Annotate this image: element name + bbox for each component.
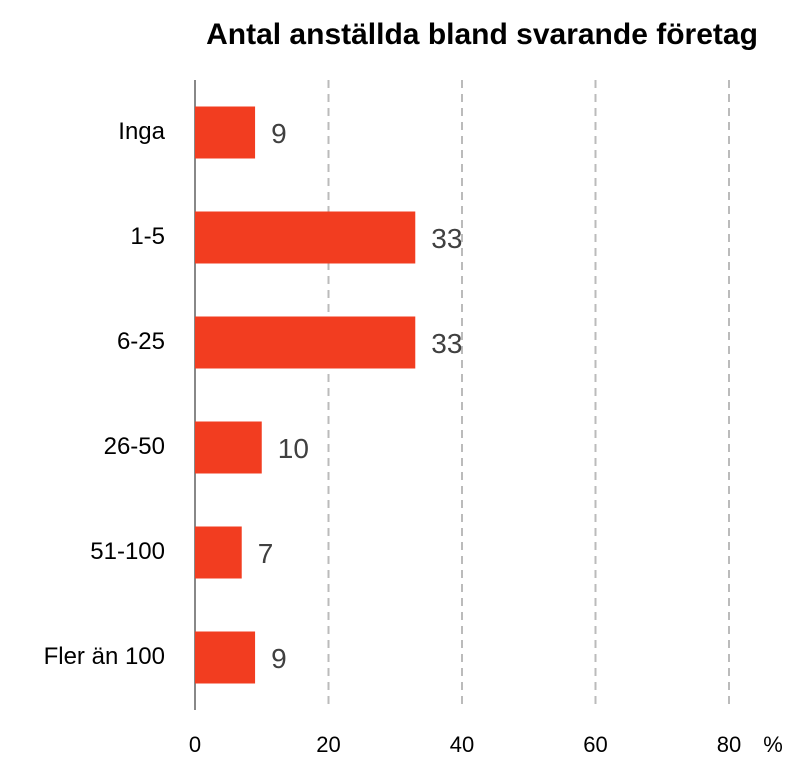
chart-title: Antal anställda bland svarande företag — [206, 18, 758, 51]
bar — [195, 106, 256, 159]
y-tick-label: Fler än 100 — [44, 643, 165, 670]
value-label: 33 — [431, 328, 462, 359]
x-axis-label: % — [763, 732, 783, 757]
bar — [195, 526, 242, 579]
x-tick-label: 80 — [717, 732, 741, 757]
y-tick-label: 26-50 — [104, 433, 165, 460]
x-tick-label: 40 — [450, 732, 474, 757]
bar — [195, 421, 262, 474]
bar — [195, 211, 416, 264]
x-tick-label: 60 — [583, 732, 607, 757]
value-label: 9 — [271, 643, 287, 674]
y-tick-label: 1-5 — [130, 223, 165, 250]
bar — [195, 316, 416, 369]
bar — [195, 631, 256, 684]
x-tick-label: 0 — [189, 732, 201, 757]
y-tick-label: 51-100 — [90, 538, 165, 565]
value-label: 9 — [271, 118, 287, 149]
x-tick-label: 20 — [316, 732, 340, 757]
y-tick-label: Inga — [118, 118, 165, 145]
value-label: 7 — [258, 538, 274, 569]
value-label: 10 — [278, 433, 309, 464]
value-label: 33 — [431, 223, 462, 254]
y-tick-label: 6-25 — [117, 328, 165, 355]
